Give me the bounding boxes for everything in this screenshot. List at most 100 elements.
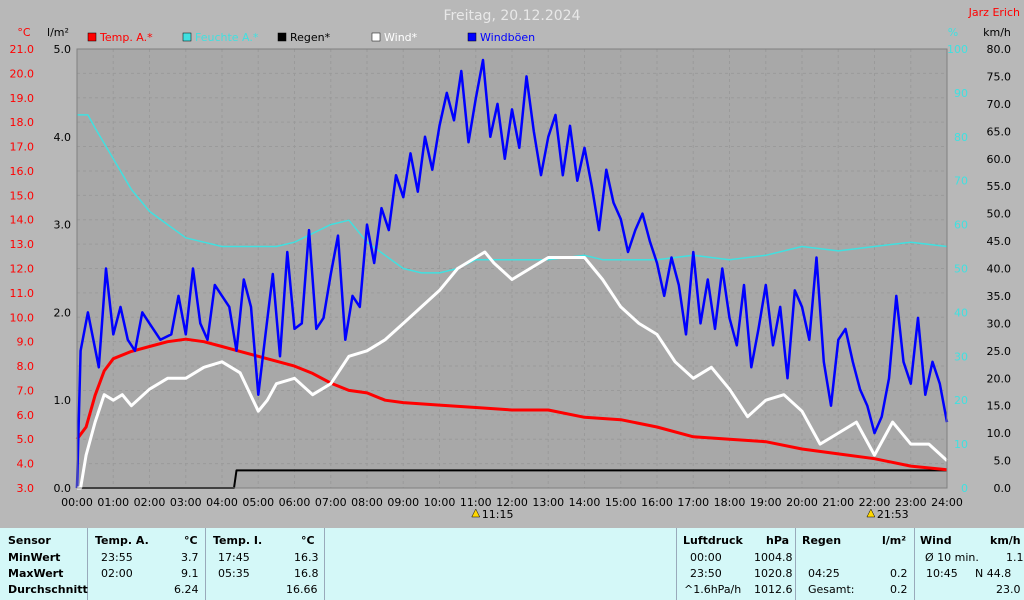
legend-label: Feuchte A.*	[195, 31, 259, 44]
temp-tick-label: 6.0	[17, 409, 35, 422]
temp-tick-label: 13.0	[10, 238, 35, 251]
humidity-tick-label: 70	[954, 175, 968, 188]
weather-chart: 00:00 01:00 02:00 03:00 04:00 05:00 06:00 07:00…	[9, 6, 1021, 521]
rain-max-value: 0.2	[890, 567, 908, 580]
wind-tick-label: 55.0	[987, 180, 1012, 193]
temp-tick-label: 18.0	[10, 116, 35, 129]
chart-title: Freitag, 20.12.2024	[444, 8, 581, 24]
wind-tick-label: 15.0	[987, 400, 1012, 413]
humidity-tick-label: 10	[954, 438, 968, 451]
temp-tick-label: 14.0	[10, 214, 35, 227]
x-tick-label: 08:00	[351, 496, 383, 509]
humidity-tick-label: 50	[954, 263, 968, 276]
statistics-table: Sensor MinWert MaxWert Durchschnitt Temp…	[0, 528, 1024, 600]
temp-a-unit: °C	[184, 534, 198, 547]
rain-tick-label: 2.0	[54, 306, 72, 319]
axes: 00:00 01:00 02:00 03:00 04:00 05:00 06:00 07:00…	[10, 26, 1012, 509]
humidity-tick-label: 40	[954, 306, 968, 319]
pressure-max-time: 23:50	[690, 567, 722, 580]
temp-tick-label: 9.0	[17, 336, 35, 349]
series-line-feuchte-a	[77, 114, 948, 274]
wind-tick-label: 40.0	[987, 263, 1012, 276]
temp-tick-label: 16.0	[10, 165, 35, 178]
author-label: Jarz Erich	[968, 6, 1020, 19]
temp-a-max-value: 9.1	[181, 567, 199, 580]
rain-tick-label: 0.0	[54, 482, 72, 495]
temp-a-header: Temp. A.	[95, 534, 149, 547]
x-tick-label: 17:00	[677, 496, 709, 509]
series-line-wind	[77, 250, 949, 490]
humidity-tick-label: 20	[954, 394, 968, 407]
x-tick-label: 19:00	[750, 496, 782, 509]
x-tick-label: 12:00	[496, 496, 528, 509]
wind-avg10-label: Ø 10 min.	[925, 551, 979, 564]
x-tick-label: 20:00	[786, 496, 818, 509]
humidity-tick-label: 100	[947, 43, 968, 56]
wind-tick-label: 50.0	[987, 208, 1012, 221]
wind-tick-label: 10.0	[987, 427, 1012, 440]
marker-label: 21:53	[877, 508, 909, 521]
x-tick-label: 21:00	[822, 496, 854, 509]
temp-i-max-value: 16.8	[294, 567, 319, 580]
pressure-max-value: 1020.8	[754, 567, 793, 580]
wind-tick-label: 20.0	[987, 372, 1012, 385]
humidity-tick-label: 30	[954, 350, 968, 363]
temp-tick-label: 4.0	[17, 458, 35, 471]
temp-tick-label: 19.0	[10, 92, 35, 105]
wind-tick-label: 75.0	[987, 70, 1012, 83]
sensor-header: Sensor	[8, 534, 51, 547]
humidity-unit-label: %	[948, 26, 958, 39]
x-tick-label: 05:00	[242, 496, 274, 509]
rain-total: 0.2	[890, 583, 908, 596]
temp-tick-label: 10.0	[10, 311, 35, 324]
temp-a-min-value: 3.7	[181, 551, 199, 564]
temp-a-avg: 6.24	[174, 583, 199, 596]
temp-tick-label: 17.0	[10, 141, 35, 154]
legend-label: Windböen	[480, 31, 535, 44]
wind-tick-label: 45.0	[987, 235, 1012, 248]
legend-swatch	[182, 32, 192, 42]
temp-tick-label: 15.0	[10, 189, 35, 202]
legend-label: Wind*	[384, 31, 418, 44]
temp-tick-label: 21.0	[10, 43, 35, 56]
wind-tick-label: 25.0	[987, 345, 1012, 358]
maxwert-label: MaxWert	[8, 567, 64, 580]
humidity-tick-label: 0	[961, 482, 968, 495]
legend: Temp. A.* Feuchte A.* Regen* Wind* Windböen	[87, 31, 535, 44]
pressure-avg: 1012.6	[754, 583, 793, 596]
temp-i-min-time: 17:45	[218, 551, 250, 564]
wind-tick-label: 35.0	[987, 290, 1012, 303]
legend-label: Regen*	[290, 31, 331, 44]
series-lines	[75, 58, 949, 490]
wind-tick-label: 30.0	[987, 317, 1012, 330]
x-tick-label: 14:00	[569, 496, 601, 509]
x-tick-label: 23:00	[895, 496, 927, 509]
temp-i-unit: °C	[301, 534, 315, 547]
wind-max-time: 10:45	[926, 567, 958, 580]
rain-total-label: Gesamt:	[808, 583, 855, 596]
marker-icon	[866, 508, 876, 518]
x-tick-label: 06:00	[279, 496, 311, 509]
humidity-tick-label: 80	[954, 131, 968, 144]
wind-max-value: N 44.8	[975, 567, 1012, 580]
minwert-label: MinWert	[8, 551, 61, 564]
x-tick-label: 04:00	[206, 496, 238, 509]
wind-tick-label: 5.0	[994, 455, 1012, 468]
pressure-unit: hPa	[766, 534, 790, 547]
durchschnitt-label: Durchschnitt	[8, 583, 88, 596]
temp-a-max-time: 02:00	[101, 567, 133, 580]
temp-i-max-time: 05:35	[218, 567, 250, 580]
wind-unit: km/h	[990, 534, 1021, 547]
plot-border	[76, 48, 948, 489]
temp-tick-label: 8.0	[17, 360, 35, 373]
rain-tick-label: 3.0	[54, 219, 72, 232]
grid-lines	[76, 48, 948, 489]
legend-swatch	[87, 32, 97, 42]
x-tick-label: 03:00	[170, 496, 202, 509]
rain-unit-label: l/m²	[47, 26, 69, 39]
x-tick-label: 15:00	[605, 496, 637, 509]
event-markers: 11:15 21:53	[471, 508, 909, 521]
temp-tick-label: 20.0	[10, 67, 35, 80]
x-tick-label: 10:00	[424, 496, 456, 509]
wind-tick-label: 60.0	[987, 153, 1012, 166]
